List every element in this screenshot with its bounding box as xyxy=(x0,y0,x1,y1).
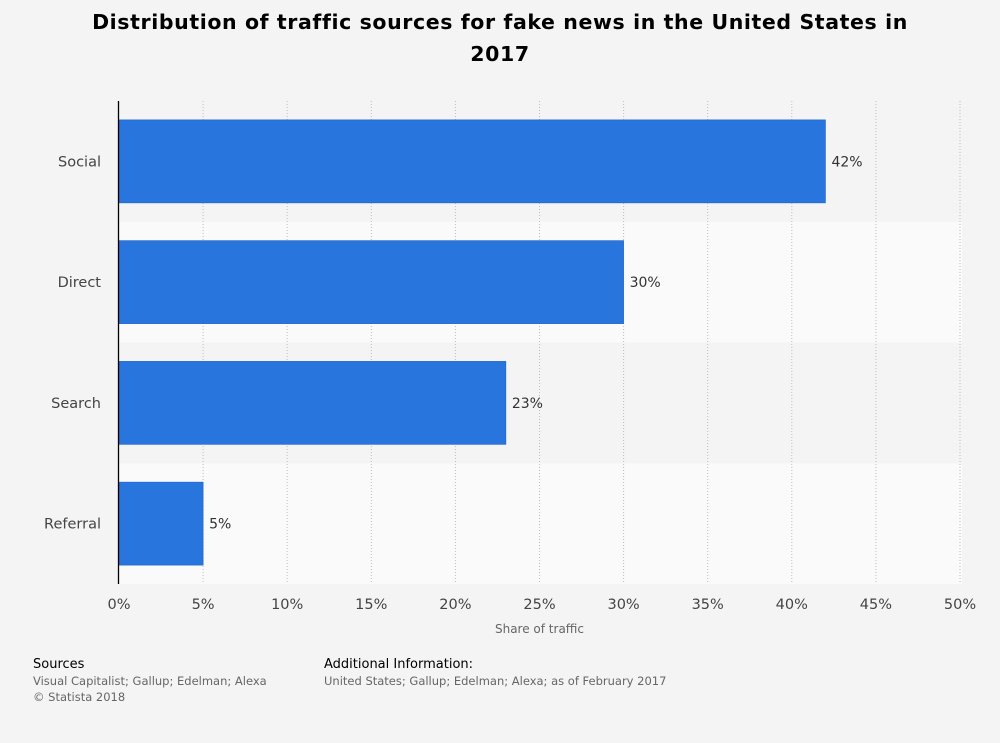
category-label-search: Search xyxy=(51,396,101,412)
bar-search[interactable] xyxy=(118,361,507,445)
x-tick-label: 5% xyxy=(192,597,215,613)
bar-social[interactable] xyxy=(118,119,826,204)
additional-info-section: Additional Information: United States; G… xyxy=(324,657,666,689)
value-label-social: 42% xyxy=(831,154,862,170)
additional-info-text: United States; Gallup; Edelman; Alexa; a… xyxy=(324,674,667,688)
category-label-referral: Referral xyxy=(44,517,101,533)
x-tick-label: 25% xyxy=(523,597,555,613)
x-tick-label: 50% xyxy=(944,597,976,613)
x-tick-label: 40% xyxy=(776,597,808,613)
labels: 42% Social 30% Direct 23% Search 5% Referral 0% 5… xyxy=(44,154,976,636)
value-label-referral: 5% xyxy=(209,517,231,533)
copyright-text: © Statista 2018 xyxy=(33,690,126,704)
bars xyxy=(118,119,826,566)
value-label-search: 23% xyxy=(512,396,543,412)
x-tick-label: 0% xyxy=(107,597,130,613)
value-label-direct: 30% xyxy=(630,275,661,291)
x-tick-label: 20% xyxy=(439,597,471,613)
additional-info-heading: Additional Information: xyxy=(324,657,474,672)
sources-text: Visual Capitalist; Gallup; Edelman; Alex… xyxy=(33,674,267,688)
x-tick-label: 30% xyxy=(607,597,639,613)
x-tick-label: 45% xyxy=(860,597,892,613)
x-tick-label: 10% xyxy=(271,597,303,613)
x-tick-label: 15% xyxy=(355,597,387,613)
x-axis-title: Share of traffic xyxy=(495,622,584,636)
sources-heading: Sources xyxy=(33,657,85,672)
bar-referral[interactable] xyxy=(118,481,204,566)
category-label-direct: Direct xyxy=(58,275,102,291)
x-tick-label: 35% xyxy=(692,597,724,613)
chart-title: Distribution of traffic sources for fake… xyxy=(92,10,908,66)
bar-direct[interactable] xyxy=(118,240,624,324)
sources-section: Sources Visual Capitalist; Gallup; Edelm… xyxy=(33,657,267,705)
row-band xyxy=(119,463,962,584)
category-label-social: Social xyxy=(58,154,101,170)
